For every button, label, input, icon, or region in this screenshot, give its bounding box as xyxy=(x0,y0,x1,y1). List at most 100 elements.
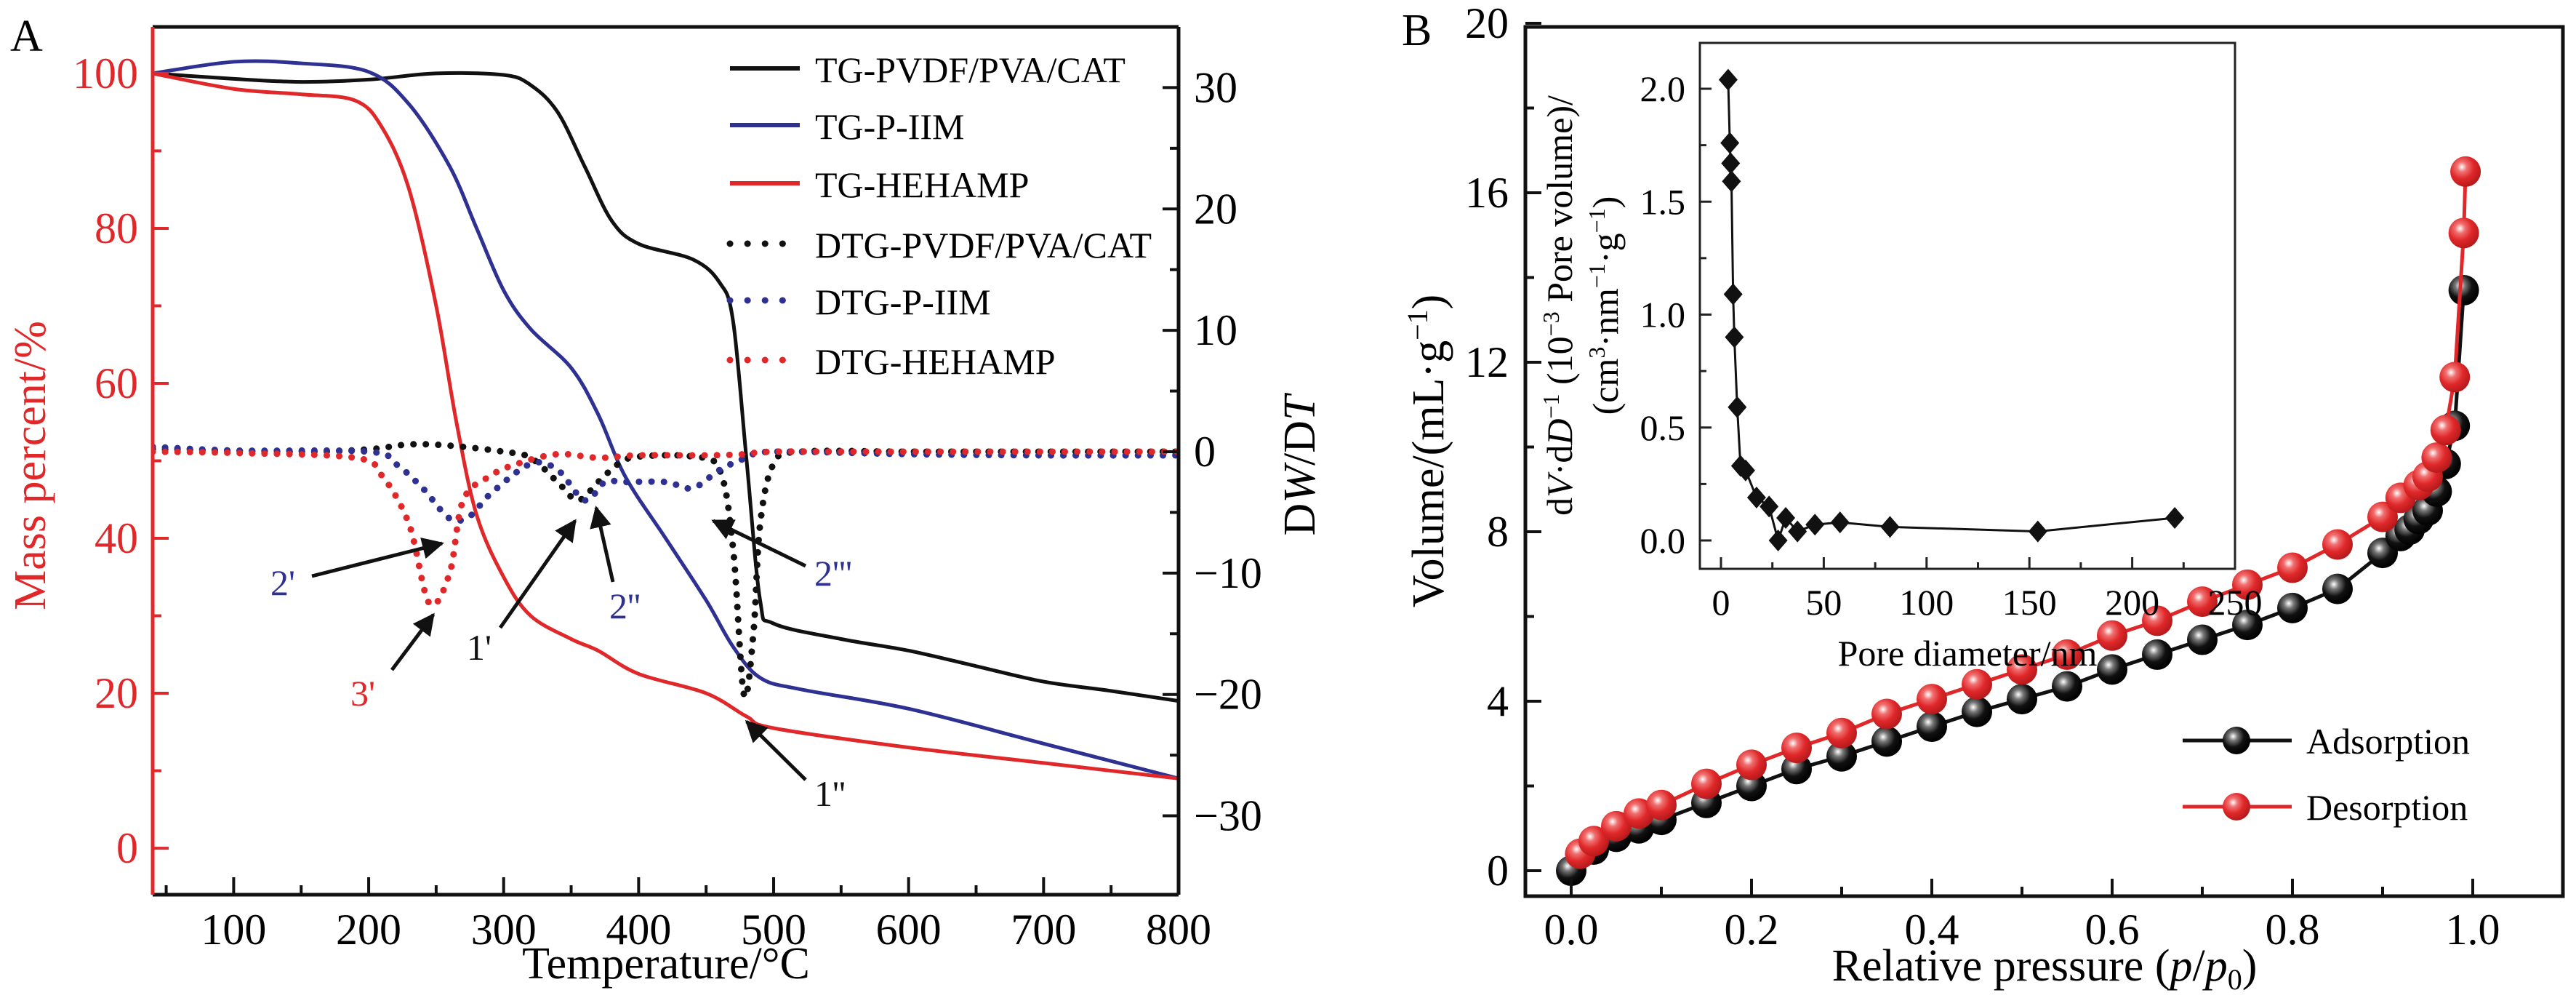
x-tick-label: 800 xyxy=(1146,906,1211,954)
left-y-tick-label: 0 xyxy=(116,824,138,872)
inset-data-point xyxy=(1880,516,1900,538)
y-tick-label: 4 xyxy=(1487,677,1509,725)
legend-label: DTG-PVDF/PVA/CAT xyxy=(815,225,1152,266)
data-point xyxy=(2232,610,2263,641)
annotation-arrow xyxy=(498,519,577,629)
legend-swatch-marker xyxy=(2223,727,2250,754)
left-y-tick-label: 20 xyxy=(95,669,138,717)
inset-y-axis-title-line2: (cm3·nm−1·g−1) xyxy=(1584,196,1626,415)
panel-b-isotherm-chart: B 0.0 0.2 0.4 0.6 0.8 1.0 0 4 8 12 16 20 Adsorptio… xyxy=(1401,0,2565,996)
data-point xyxy=(2277,552,2308,583)
annotation-2pp: 2'' xyxy=(590,506,641,626)
series-adsorption xyxy=(1556,274,2479,886)
inset-frame xyxy=(1698,41,2236,570)
x-tick-label: 400 xyxy=(606,906,671,954)
panel-b-series xyxy=(1556,156,2481,886)
panel-b-legend: Adsorption Desorption xyxy=(2183,721,2470,828)
x-tick-label: 0.0 xyxy=(1544,906,1599,954)
data-point xyxy=(2097,654,2127,685)
data-point xyxy=(1917,684,1947,715)
legend-item-tg-p-iim: TG-P-IIM xyxy=(730,106,965,147)
panel-b-y-axis-title: Volume/(mL·g−1) xyxy=(1401,295,1453,608)
data-point xyxy=(1646,789,1677,821)
series-desorption xyxy=(1565,156,2481,869)
data-point xyxy=(1781,732,1812,764)
inset-data-point xyxy=(1728,396,1747,418)
x-tick-label: 600 xyxy=(876,906,942,954)
inset-y-tick-label: 0.0 xyxy=(1640,520,1686,561)
inset-x-axis-title: Pore diameter/nm xyxy=(1838,633,2098,674)
x-tick-label: 0.8 xyxy=(2266,906,2320,954)
panel-a-annotations: 2' 3' 1' 2'' 2''' 1'' xyxy=(270,506,852,814)
inset-data-point xyxy=(1776,506,1796,529)
legend-item-tg-hehamp: TG-HEHAMP xyxy=(730,164,1029,205)
legend-swatch-marker xyxy=(2223,793,2250,821)
right-y-tick-label: 10 xyxy=(1194,306,1237,354)
legend-label: TG-HEHAMP xyxy=(815,164,1029,205)
inset-data-point xyxy=(1725,326,1744,348)
inset-background xyxy=(1700,43,2235,569)
panel-label-b: B xyxy=(1402,6,1432,55)
panel-a-right-y-tick-labels: −30 −20 −10 0 10 20 30 xyxy=(1194,63,1262,839)
data-point xyxy=(2142,605,2172,636)
panel-a-series xyxy=(153,59,1179,781)
legend-label: Desorption xyxy=(2306,787,2468,828)
x-tick-label: 500 xyxy=(741,906,806,954)
data-point xyxy=(2187,624,2218,655)
inset-x-tick-label: 100 xyxy=(1899,582,1954,623)
data-point xyxy=(2322,573,2353,604)
data-point xyxy=(1826,740,1857,772)
data-point xyxy=(1601,810,1632,842)
inset-y-tick-labels: 0.0 0.5 1.0 1.5 2.0 xyxy=(1640,68,1686,561)
inset-data-point xyxy=(1718,68,1738,91)
series-tg-p-iim xyxy=(153,59,1179,781)
inset-y-tick-label: 1.5 xyxy=(1640,181,1686,222)
inset-data-point xyxy=(1746,487,1766,509)
x-tick-label: 200 xyxy=(336,906,401,954)
panel-b-x-tick-labels: 0.0 0.2 0.4 0.6 0.8 1.0 xyxy=(1544,906,2500,954)
panel-a-tg-dtg-chart: A 100 200 300 400 500 600 700 800 020406080100 … xyxy=(6,12,1325,989)
inset-data-point xyxy=(1788,520,1807,543)
data-point xyxy=(2421,442,2452,474)
annotation-label: 3' xyxy=(350,673,375,714)
inset-y-tick-label: 2.0 xyxy=(1640,68,1686,109)
data-point xyxy=(1962,696,1992,727)
left-y-tick-label: 60 xyxy=(95,359,138,407)
panel-a-x-axis-title: Temperature/°C xyxy=(522,939,810,989)
right-y-tick-label: 0 xyxy=(1194,428,1216,476)
data-point xyxy=(1691,768,1722,799)
annotation-2ppp: 2''' xyxy=(711,519,852,594)
left-y-tick-label: 40 xyxy=(95,514,138,562)
legend-label: DTG-P-IIM xyxy=(815,282,991,322)
panel-label-a: A xyxy=(10,12,43,61)
data-point xyxy=(1871,698,1902,730)
x-tick-label: 100 xyxy=(201,906,266,954)
y-tick-label: 20 xyxy=(1465,0,1509,47)
data-point xyxy=(2448,217,2479,249)
y-tick-label: 16 xyxy=(1465,169,1509,217)
annotation-arrow xyxy=(745,719,807,781)
data-point xyxy=(2322,529,2353,560)
inset-y-tick-label: 1.0 xyxy=(1640,295,1686,335)
x-tick-label: 1.0 xyxy=(2446,906,2500,954)
right-y-tick-label: −20 xyxy=(1194,671,1262,719)
annotation-label: 2'' xyxy=(609,586,641,626)
panel-b-inset-pore-size-chart: 0 50 100 150 200 250 0.0 0.5 1.0 1.5 2.0 Pore dia… xyxy=(1538,41,2263,674)
legend-label: Adsorption xyxy=(2306,721,2470,762)
panel-b-frame xyxy=(1523,25,2565,898)
legend-label: TG-P-IIM xyxy=(815,106,965,147)
data-point xyxy=(1578,826,1609,857)
inset-x-tick-labels: 0 50 100 150 200 250 xyxy=(1712,582,2263,623)
annotation-2p: 2' xyxy=(270,538,444,603)
data-point xyxy=(2052,639,2082,670)
panel-a-left-y-tick-labels: 0 20 40 60 80 100 xyxy=(73,49,138,872)
panel-a-x-tick-labels: 100 200 300 400 500 600 700 800 xyxy=(201,906,1211,954)
right-y-tick-label: −10 xyxy=(1194,549,1262,597)
data-point xyxy=(1826,717,1857,748)
data-point xyxy=(2142,639,2172,670)
legend-item-dtg-p-iim: DTG-P-IIM xyxy=(726,282,991,322)
y-tick-label: 8 xyxy=(1487,508,1509,556)
inset-data-point xyxy=(1830,511,1850,534)
panel-b-y-tick-labels: 0 4 8 12 16 20 xyxy=(1465,0,1509,895)
data-point xyxy=(1871,726,1902,757)
